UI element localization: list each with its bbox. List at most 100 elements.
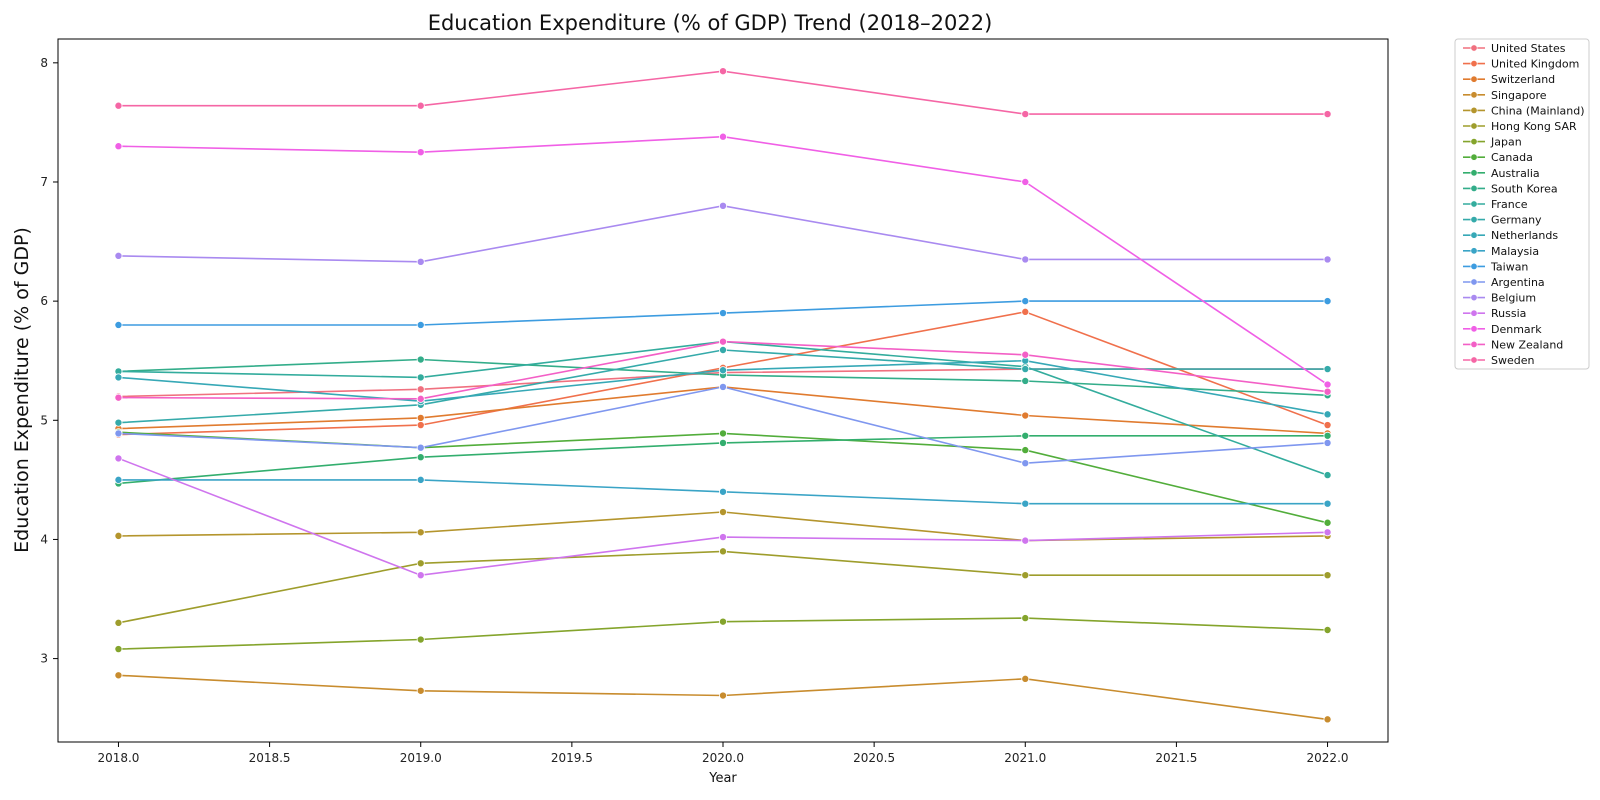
- legend-label: Switzerland: [1491, 73, 1555, 86]
- data-point: [719, 201, 728, 210]
- data-point: [416, 257, 425, 266]
- y-tick-label: 6: [40, 294, 48, 308]
- data-point: [719, 487, 728, 496]
- legend-swatch-marker: [1470, 309, 1478, 317]
- legend-label: China (Mainland): [1491, 104, 1585, 117]
- data-point: [1021, 536, 1030, 545]
- data-point: [1021, 431, 1030, 440]
- data-point: [719, 533, 728, 542]
- data-point: [1021, 350, 1030, 359]
- data-point: [1323, 297, 1332, 306]
- x-tick-label: 2020.5: [853, 751, 895, 765]
- data-point: [719, 429, 728, 438]
- y-tick-label: 8: [40, 56, 48, 70]
- data-point: [1323, 110, 1332, 119]
- legend-swatch-marker: [1470, 138, 1478, 146]
- y-tick-label: 4: [40, 532, 48, 546]
- legend-swatch-marker: [1470, 278, 1478, 286]
- data-point: [114, 142, 123, 151]
- data-point: [719, 617, 728, 626]
- legend-swatch-marker: [1470, 216, 1478, 224]
- data-point: [1021, 255, 1030, 264]
- legend-item: Taiwan: [1463, 260, 1528, 273]
- legend-item: United States: [1463, 42, 1566, 55]
- y-axis: 3 4 5 6 7 8: [40, 56, 58, 666]
- legend-swatch-marker: [1470, 340, 1478, 348]
- data-point: [114, 531, 123, 540]
- legend-swatch-marker: [1470, 231, 1478, 239]
- legend-item: Switzerland: [1463, 73, 1555, 86]
- legend-label: United States: [1491, 42, 1566, 55]
- legend-swatch-marker: [1470, 60, 1478, 68]
- series-new-zealand: [114, 337, 1332, 403]
- data-point: [1021, 365, 1030, 374]
- series-sweden: [114, 67, 1332, 119]
- series-belgium: [114, 201, 1332, 266]
- legend-item: Germany: [1463, 214, 1542, 227]
- legend-item: Japan: [1463, 136, 1522, 149]
- legend-label: United Kingdom: [1491, 58, 1579, 71]
- legend-label: Germany: [1491, 214, 1542, 227]
- legend-swatch-marker: [1470, 169, 1478, 177]
- data-point: [1323, 438, 1332, 447]
- data-point: [1021, 446, 1030, 455]
- legend-item: Australia: [1463, 167, 1540, 180]
- data-point: [1323, 431, 1332, 440]
- series-taiwan: [114, 297, 1332, 329]
- data-point: [719, 337, 728, 346]
- data-point: [416, 421, 425, 430]
- x-tick-label: 2020.0: [702, 751, 744, 765]
- data-point: [114, 320, 123, 329]
- legend-label: Hong Kong SAR: [1491, 120, 1577, 133]
- series-line: [118, 550, 1328, 624]
- legend-label: France: [1491, 198, 1528, 211]
- data-point: [1021, 459, 1030, 468]
- data-point: [719, 345, 728, 354]
- series-line: [118, 457, 1328, 577]
- legend-item: Argentina: [1463, 276, 1545, 289]
- legend-swatch-marker: [1470, 325, 1478, 333]
- data-point: [416, 148, 425, 157]
- data-point: [1323, 471, 1332, 480]
- series-line: [118, 204, 1328, 263]
- data-point: [416, 373, 425, 382]
- legend-label: South Korea: [1491, 182, 1558, 195]
- legend-swatch-marker: [1470, 262, 1478, 270]
- legend-swatch-marker: [1470, 153, 1478, 161]
- data-point: [416, 475, 425, 484]
- data-point: [416, 571, 425, 580]
- data-point: [416, 101, 425, 110]
- data-point: [416, 413, 425, 422]
- data-point: [1021, 177, 1030, 186]
- legend-label: Singapore: [1491, 89, 1547, 102]
- data-point: [1323, 625, 1332, 634]
- data-point: [1323, 571, 1332, 580]
- data-point: [1021, 297, 1030, 306]
- data-point: [416, 320, 425, 329]
- legend-swatch-marker: [1470, 247, 1478, 255]
- data-point: [114, 454, 123, 463]
- legend-swatch-marker: [1470, 184, 1478, 192]
- series-malaysia: [114, 475, 1332, 508]
- series-singapore: [114, 671, 1332, 724]
- data-point: [719, 67, 728, 76]
- legend-item: Hong Kong SAR: [1463, 120, 1577, 133]
- series-russia: [114, 454, 1332, 580]
- legend-label: New Zealand: [1491, 338, 1563, 351]
- series-hong-kong-sar: [114, 547, 1332, 627]
- data-point: [114, 671, 123, 680]
- chart-title: Education Expenditure (% of GDP) Trend (…: [428, 11, 993, 35]
- series-layer: [114, 67, 1332, 724]
- data-point: [416, 443, 425, 452]
- legend-swatch-marker: [1470, 356, 1478, 364]
- legend-swatch-marker: [1470, 75, 1478, 83]
- legend-item: Canada: [1463, 151, 1533, 164]
- data-point: [416, 528, 425, 537]
- x-tick-label: 2022.0: [1307, 751, 1349, 765]
- legend-label: Belgium: [1491, 292, 1536, 305]
- x-tick-label: 2021.0: [1004, 751, 1046, 765]
- legend: United States United Kingdom Switzerland Si…: [1454, 38, 1590, 370]
- data-point: [1323, 387, 1332, 396]
- data-point: [416, 686, 425, 695]
